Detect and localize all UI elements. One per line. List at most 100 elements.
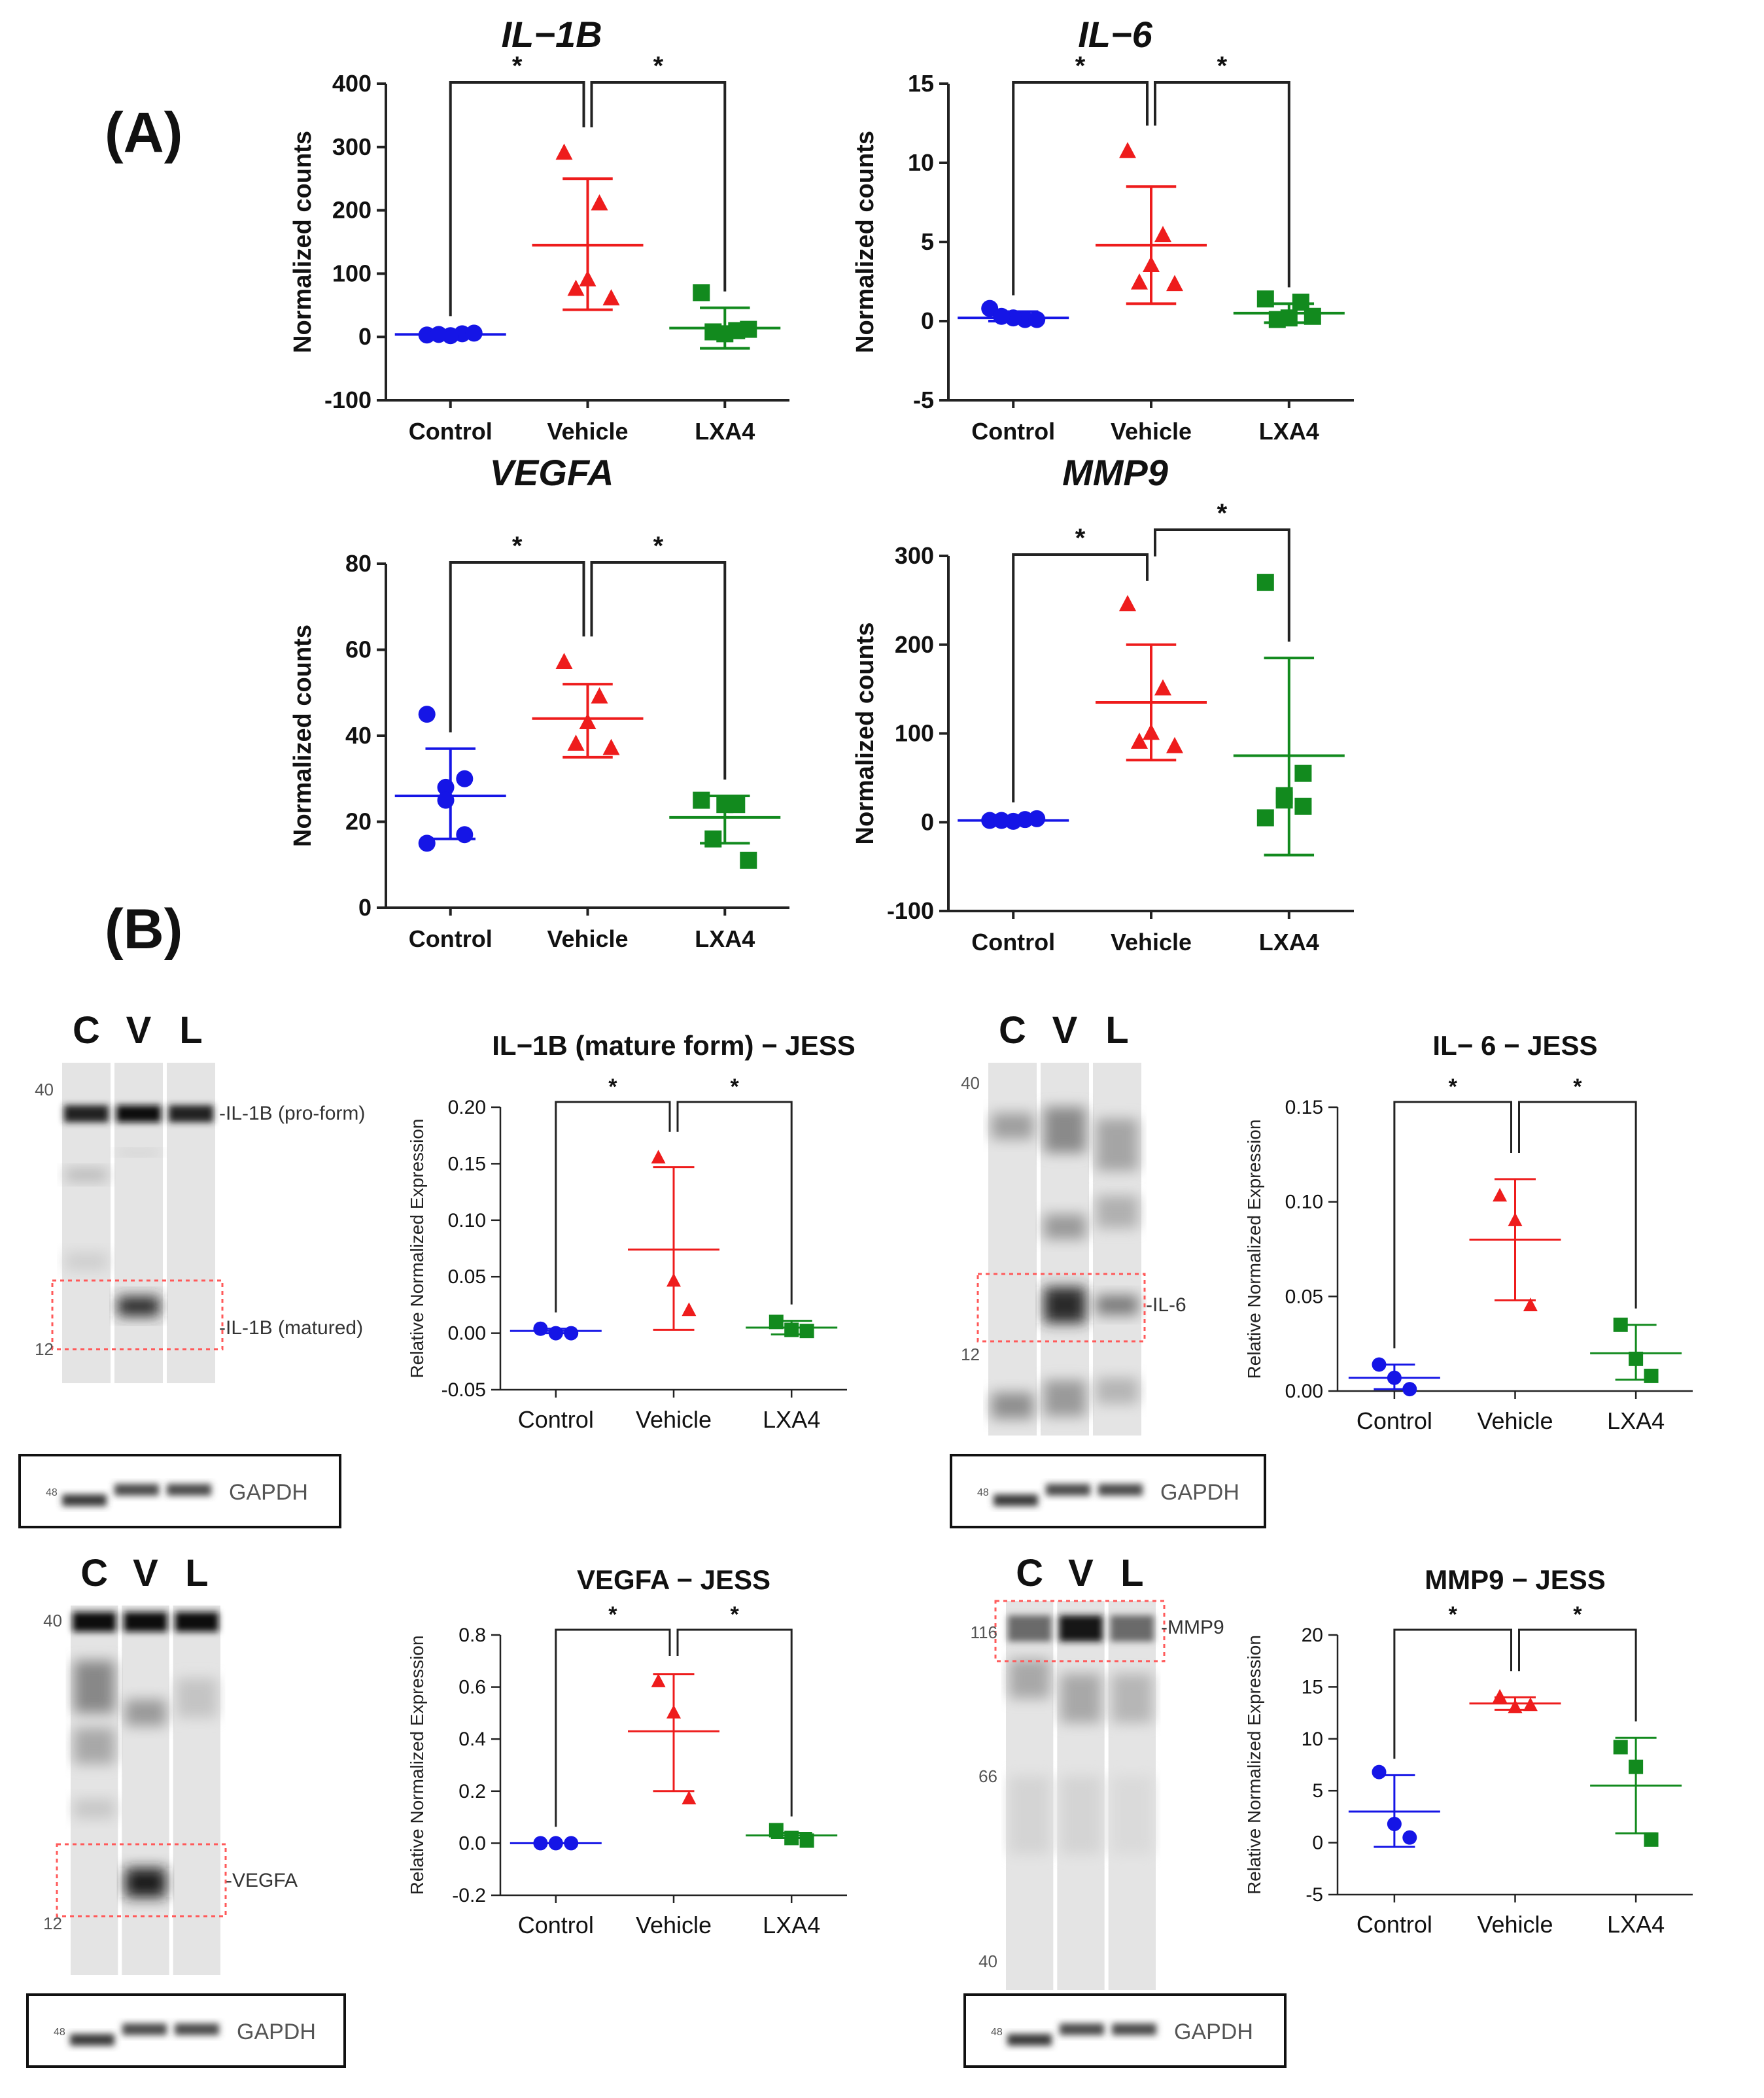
data-point <box>579 713 597 730</box>
mw-marker: 40 <box>978 1952 997 1971</box>
significance-star: * <box>1573 1602 1582 1627</box>
x-tick-label: Control <box>409 925 493 952</box>
blot-smear <box>125 1699 166 1726</box>
x-tick-label: Control <box>409 418 493 445</box>
y-tick-label: 0.6 <box>458 1677 486 1698</box>
series-lxa4 <box>1233 574 1345 857</box>
lane-letter: V <box>1052 1009 1078 1052</box>
x-tick-label: Vehicle <box>636 1406 712 1433</box>
y-tick-label: 20 <box>345 808 372 835</box>
significance-star: * <box>1449 1075 1458 1099</box>
gapdh-band <box>1007 2034 1052 2046</box>
highlight-box <box>977 1273 1146 1343</box>
series-vehicle <box>1096 142 1207 305</box>
gapdh-band <box>1098 1484 1143 1496</box>
blot-smear <box>1096 1295 1138 1315</box>
x-tick-label: LXA4 <box>1607 1407 1665 1434</box>
data-point <box>693 791 710 809</box>
significance-star: * <box>653 532 664 560</box>
gapdh-band <box>70 2034 114 2046</box>
y-tick-label: 80 <box>345 550 372 577</box>
gapdh-band <box>994 1494 1038 1506</box>
blot-4: C V L -MMP9 116 66 40 48 GAPDH <box>963 1552 1287 2068</box>
blot-smear <box>992 1392 1033 1419</box>
gapdh-label: GAPDH <box>237 2020 316 2044</box>
panel-label-b: (B) <box>105 898 182 961</box>
series-vehicle <box>532 143 644 311</box>
chart-title: IL− 6 − JESS <box>1432 1030 1597 1061</box>
series-control <box>958 810 1069 830</box>
y-tick-label: 0 <box>921 808 934 835</box>
data-point <box>1275 791 1293 809</box>
significance-star: * <box>608 1602 617 1627</box>
blot-band <box>169 1105 213 1122</box>
y-tick-label: 300 <box>895 542 934 569</box>
chart-5: IL−1B (mature form) − JESS -0.05 0.00 0.05 0… <box>407 1030 856 1433</box>
y-tick-label: -100 <box>324 387 372 413</box>
data-point <box>1119 594 1136 611</box>
y-tick-label: 0.15 <box>448 1153 486 1175</box>
y-tick-label: 5 <box>1312 1780 1323 1802</box>
data-point <box>1256 574 1274 591</box>
data-point <box>602 289 620 305</box>
data-point <box>704 830 722 848</box>
data-point <box>1508 1699 1523 1713</box>
lane-letter: L <box>185 1552 208 1594</box>
chart-6: IL− 6 − JESS 0.00 0.05 0.10 0.15 Relative Nor… <box>1244 1030 1693 1434</box>
blot-band <box>1059 1615 1103 1642</box>
significance-bracket <box>1154 81 1290 288</box>
significance-bracket <box>1518 1628 1637 1722</box>
blot-smear <box>1060 1674 1101 1723</box>
chart-1: IL−1B -100 0 100 200 300 400 Normalized counts C… <box>289 14 789 445</box>
y-tick-label: 10 <box>908 149 934 176</box>
data-point <box>1292 293 1309 311</box>
lane-letter: L <box>1120 1552 1143 1594</box>
blot-2: C V L -IL-6 40 12 48 GAPDH <box>950 1009 1266 1528</box>
significance-star: * <box>1075 52 1086 80</box>
y-tick-label: 100 <box>332 260 372 286</box>
data-point <box>740 851 757 869</box>
mw-marker: 12 <box>35 1339 54 1359</box>
mw-marker: 40 <box>35 1080 54 1099</box>
x-tick-label: Vehicle <box>1111 418 1192 445</box>
highlight-box <box>56 1843 227 1917</box>
data-point <box>555 143 573 160</box>
series-control <box>394 324 506 345</box>
y-tick-label: 0.05 <box>448 1266 486 1288</box>
blot-smear <box>176 1678 217 1718</box>
blot-smear <box>125 1868 166 1898</box>
x-tick-label: LXA4 <box>1607 1911 1665 1938</box>
y-tick-label: 200 <box>332 197 372 224</box>
mw-marker: 12 <box>43 1914 62 1933</box>
y-tick-label: 10 <box>1302 1728 1323 1750</box>
highlight-box <box>51 1279 224 1350</box>
gapdh-label: GAPDH <box>1160 1480 1239 1505</box>
gapdh-marker: 48 <box>46 1487 58 1498</box>
blot-smear <box>74 1728 115 1764</box>
chart-title: MMP9 <box>1062 452 1168 493</box>
significance-star: * <box>1217 499 1228 528</box>
significance-star: * <box>1075 524 1086 553</box>
x-tick-label: Vehicle <box>1111 929 1192 955</box>
data-point <box>799 1324 814 1339</box>
significance-bracket <box>1393 1628 1512 1759</box>
x-tick-label: LXA4 <box>1259 418 1319 445</box>
chart-title: VEGFA − JESS <box>577 1564 770 1595</box>
significance-bracket <box>1012 553 1149 802</box>
blot-lane <box>122 1606 169 1975</box>
data-point <box>1028 810 1046 827</box>
data-point <box>769 1315 784 1330</box>
blot-smear <box>1111 1674 1152 1723</box>
series-vehicle <box>628 1150 719 1331</box>
significance-bracket <box>1518 1101 1637 1309</box>
chart-4: MMP9 -100 0 100 200 300 Normalized counts Contr… <box>852 452 1354 955</box>
series-vehicle <box>1096 594 1207 762</box>
data-point <box>533 1321 548 1336</box>
y-tick-label: 0 <box>1312 1832 1323 1854</box>
data-point <box>704 323 722 341</box>
data-point <box>465 324 483 342</box>
blot-smear <box>1009 1659 1050 1698</box>
data-point <box>1119 142 1136 158</box>
data-point <box>1372 1357 1387 1372</box>
